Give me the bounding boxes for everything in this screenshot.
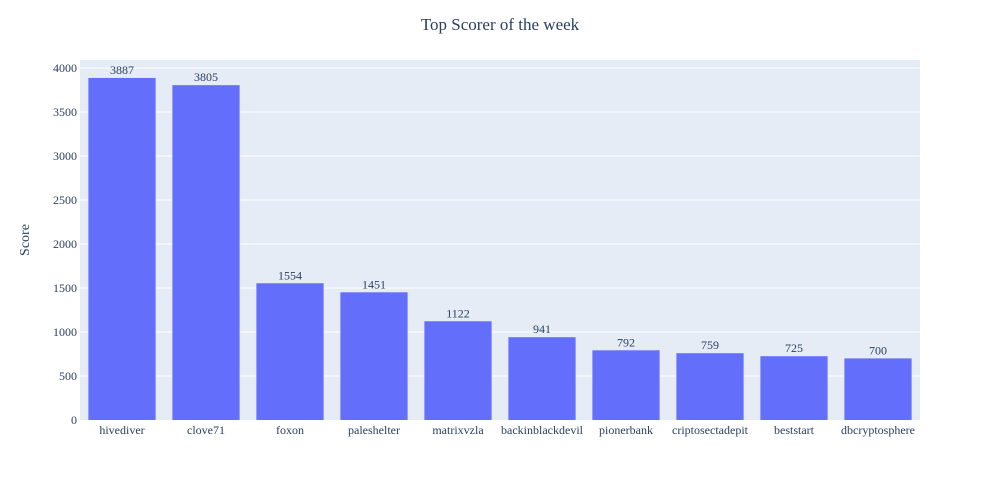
data-label: 1554 bbox=[278, 268, 302, 282]
data-label: 792 bbox=[617, 335, 635, 349]
bar bbox=[508, 337, 576, 420]
x-tick-label: foxon bbox=[276, 423, 304, 437]
chart-title: Top Scorer of the week bbox=[421, 15, 580, 34]
y-axis-ticks: 0 500 1000 1500 2000 2500 3000 3500 4000 bbox=[53, 61, 77, 427]
bar bbox=[424, 321, 492, 420]
bar bbox=[844, 358, 912, 420]
x-tick-label: pionerbank bbox=[599, 423, 653, 437]
x-axis-ticks: hivediver clove71 foxon paleshelter matrixvz… bbox=[99, 423, 915, 437]
y-tick-label: 2500 bbox=[53, 193, 77, 207]
data-label: 1451 bbox=[362, 277, 386, 291]
y-tick-label: 1000 bbox=[53, 325, 77, 339]
data-label: 759 bbox=[701, 338, 719, 352]
y-tick-label: 4000 bbox=[53, 61, 77, 75]
y-tick-label: 0 bbox=[71, 413, 77, 427]
data-label: 1122 bbox=[446, 306, 470, 320]
y-tick-label: 2000 bbox=[53, 237, 77, 251]
bar bbox=[88, 77, 156, 420]
bar bbox=[172, 85, 240, 420]
bar bbox=[760, 356, 828, 420]
data-label: 725 bbox=[785, 341, 803, 355]
y-tick-label: 1500 bbox=[53, 281, 77, 295]
bars bbox=[88, 77, 912, 420]
x-tick-label: clove71 bbox=[187, 423, 225, 437]
data-label: 941 bbox=[533, 322, 551, 336]
x-tick-label: matrixvzla bbox=[432, 423, 484, 437]
y-axis-title: Score bbox=[18, 224, 33, 256]
x-tick-label: paleshelter bbox=[348, 423, 400, 437]
y-tick-label: 500 bbox=[59, 369, 77, 383]
bar bbox=[340, 292, 408, 420]
bar bbox=[256, 283, 324, 420]
y-tick-label: 3500 bbox=[53, 105, 77, 119]
data-label: 700 bbox=[869, 343, 887, 357]
bar bbox=[592, 350, 660, 420]
y-tick-label: 3000 bbox=[53, 149, 77, 163]
data-label: 3805 bbox=[194, 70, 218, 84]
x-tick-label: beststart bbox=[774, 423, 815, 437]
x-tick-label: criptosectadepit bbox=[672, 423, 749, 437]
data-label: 3887 bbox=[110, 63, 134, 77]
x-tick-label: backinblackdevil bbox=[501, 423, 584, 437]
bar bbox=[676, 353, 744, 420]
x-tick-label: dbcryptosphere bbox=[841, 423, 915, 437]
data-labels: 3887 3805 1554 1451 1122 941 792 759 725 700 bbox=[110, 63, 887, 357]
x-tick-label: hivediver bbox=[99, 423, 144, 437]
